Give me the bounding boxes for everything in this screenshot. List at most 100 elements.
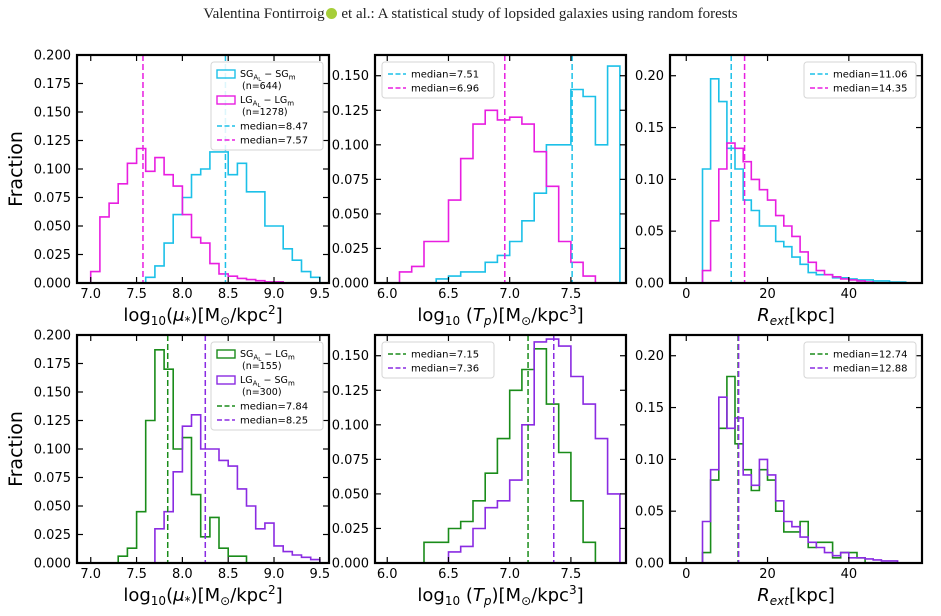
y-tick-label: 0.100: [34, 163, 71, 178]
y-tick-label: 0.05: [635, 505, 664, 520]
x-tick-label: 0: [682, 287, 690, 302]
orcid-icon[interactable]: [325, 8, 337, 19]
y-tick-label: 0.025: [332, 522, 369, 537]
legend-box: [210, 61, 324, 151]
header-author: Valentina Fontirroig: [203, 6, 325, 22]
histogram-series-1: [435, 65, 621, 283]
histogram-series-2: [701, 142, 874, 283]
x-axis-label: Rext[kpc]: [757, 585, 835, 608]
legend-label: median=7.51: [411, 70, 479, 81]
legend-label: median=7.84: [240, 402, 308, 413]
y-tick-label: 0.10: [635, 173, 664, 188]
legend-label: median=7.36: [411, 364, 479, 375]
y-tick-label: 0.025: [34, 528, 71, 543]
y-tick-label: 0.150: [34, 386, 71, 401]
x-tick-label: 7.5: [561, 287, 582, 302]
y-tick-label: 0.150: [34, 106, 71, 121]
y-tick-label: 0.175: [34, 77, 71, 92]
x-axis-label: log10 (Tp)[M⊙/kpc3]: [417, 583, 583, 608]
chart-panel-2: 0.000 0.025 0.050 0.075 0.100 0.125 0.150 6.0 6.…: [332, 53, 628, 328]
x-tick-label: 9.0: [264, 567, 285, 582]
y-tick-label: 0.075: [34, 191, 71, 206]
x-tick-label: 6.0: [377, 567, 398, 582]
legend-count: (n=644): [242, 81, 282, 92]
legend-count: (n=1278): [242, 107, 288, 118]
header-text: et al.: A statistical study of lopsided …: [337, 6, 738, 22]
x-tick-label: 7.0: [499, 287, 520, 302]
legend-count: (n=300): [242, 387, 282, 398]
histogram-series-1: [423, 348, 597, 563]
legend-box: [803, 341, 917, 379]
x-tick-label: 7.5: [561, 567, 582, 582]
x-tick-label: 6.5: [438, 287, 459, 302]
chart-panel-5: 0.000 0.025 0.050 0.075 0.100 0.125 0.150 6.0 6.…: [332, 333, 628, 608]
legend-swatch: [216, 349, 236, 359]
legend-swatch: [216, 69, 236, 79]
y-tick-label: 0.125: [34, 134, 71, 149]
y-tick-label: 0.025: [34, 248, 71, 263]
y-tick-label: 0.125: [332, 104, 369, 119]
y-tick-label: 0.050: [34, 220, 71, 235]
y-tick-label: 0.100: [332, 418, 369, 433]
legend-label: median=12.74: [833, 350, 908, 361]
histogram-series-2: [701, 396, 899, 563]
legend-label: median=11.06: [833, 70, 908, 81]
legend-box: [381, 341, 495, 379]
legend-label: median=14.35: [833, 84, 908, 95]
histogram-series-2: [89, 147, 284, 283]
y-tick-label: 0.10: [635, 453, 664, 468]
x-tick-label: 40: [841, 567, 858, 582]
y-tick-label: 0.075: [332, 453, 369, 468]
y-tick-label: 0.15: [635, 401, 664, 416]
legend: SGAL − LGm(n=155) LGAL − SGm(n=300) median…: [210, 341, 324, 431]
x-tick-label: 0: [682, 567, 690, 582]
legend-count: (n=155): [242, 361, 282, 372]
legend-label: median=8.47: [240, 122, 308, 133]
x-tick-label: 9.0: [264, 287, 285, 302]
legend-label: median=12.88: [833, 364, 908, 375]
x-tick-label: 8.5: [218, 567, 239, 582]
y-tick-label: 0.050: [332, 207, 369, 222]
chart-panel-3: 0.00 0.05 0.10 0.15 0.20 0 20 40 Rext[kpc] median…: [635, 53, 924, 328]
legend: median=11.06 median=14.35: [803, 61, 917, 99]
legend: median=12.74 median=12.88: [803, 341, 917, 379]
x-tick-label: 7.0: [80, 287, 101, 302]
x-tick-label: 6.5: [438, 567, 459, 582]
plot-frame: [668, 53, 924, 285]
x-tick-label: 9.5: [309, 287, 330, 302]
legend-box: [381, 61, 495, 99]
y-tick-label: 0.000: [332, 557, 369, 572]
x-tick-label: 6.0: [377, 287, 398, 302]
plot-frame: [668, 333, 924, 565]
x-axis-label: Rext[kpc]: [757, 305, 835, 328]
histogram-series-2: [398, 109, 597, 283]
histogram-series-2: [447, 338, 621, 563]
x-tick-label: 7.5: [126, 287, 147, 302]
y-tick-label: 0.100: [34, 443, 71, 458]
legend-swatch: [216, 95, 236, 105]
y-tick-label: 0.05: [635, 225, 664, 240]
legend: SGAL − SGm(n=644) LGAL − LGm(n=1278) media…: [210, 61, 324, 151]
chart-panel-4: 0.000 0.025 0.050 0.075 0.100 0.125 0.150 0.175…: [5, 329, 330, 609]
legend: median=7.15 median=7.36: [381, 341, 495, 379]
plot-frame: [373, 53, 628, 285]
y-tick-label: 0.175: [34, 357, 71, 372]
y-tick-label: 0.15: [635, 121, 664, 136]
legend: median=7.51 median=6.96: [381, 61, 495, 99]
x-tick-label: 8.0: [172, 287, 193, 302]
x-tick-label: 20: [759, 287, 776, 302]
x-axis-label: log10 (Tp)[M⊙/kpc3]: [417, 303, 583, 328]
y-tick-label: 0.125: [332, 384, 369, 399]
y-tick-label: 0.025: [332, 242, 369, 257]
y-tick-label: 0.150: [332, 69, 369, 84]
y-tick-label: 0.200: [34, 49, 71, 64]
y-tick-label: 0.00: [635, 557, 664, 572]
x-tick-label: 8.0: [172, 567, 193, 582]
x-tick-label: 7.0: [80, 567, 101, 582]
legend-label: LGAL − SGm: [240, 375, 295, 389]
y-tick-label: 0.150: [332, 349, 369, 364]
legend-label: median=7.57: [240, 136, 308, 147]
y-tick-label: 0.075: [332, 173, 369, 188]
x-tick-label: 20: [759, 567, 776, 582]
y-tick-label: 0.000: [332, 277, 369, 292]
